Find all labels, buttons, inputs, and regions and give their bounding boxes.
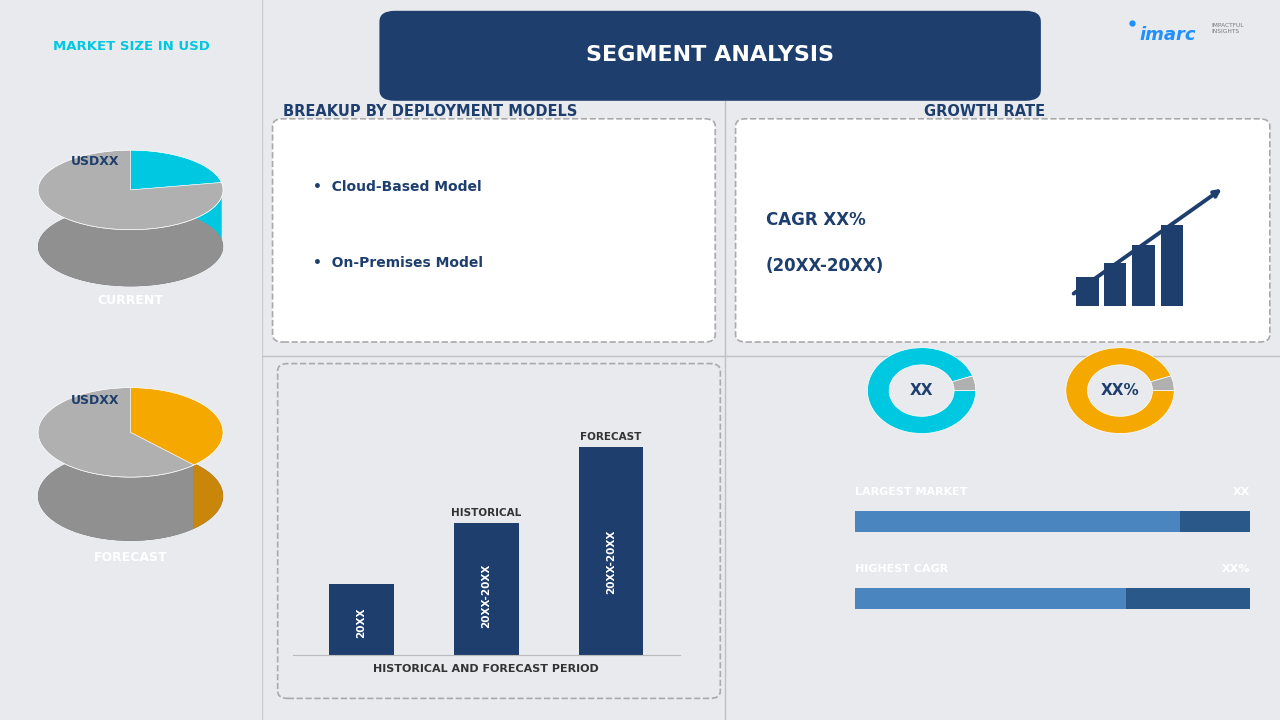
Bar <box>329 584 394 655</box>
Polygon shape <box>38 150 223 230</box>
Text: HIGHEST CAGR: HIGHEST CAGR <box>855 564 948 575</box>
Text: XX: XX <box>1233 487 1251 498</box>
Text: BREAKUP BY DEPLOYMENT MODELS: BREAKUP BY DEPLOYMENT MODELS <box>283 104 577 119</box>
Polygon shape <box>131 150 221 190</box>
Text: CURRENT: CURRENT <box>97 294 164 307</box>
Wedge shape <box>868 348 975 433</box>
Text: CAGR XX%: CAGR XX% <box>767 210 865 229</box>
Bar <box>855 510 1180 531</box>
Bar <box>1161 225 1183 306</box>
Text: HISTORICAL: HISTORICAL <box>451 508 521 518</box>
Bar <box>855 588 1251 608</box>
Polygon shape <box>38 150 223 287</box>
Text: USDXX: USDXX <box>72 156 119 168</box>
Polygon shape <box>131 387 223 465</box>
Text: MARKET SIZE IN USD: MARKET SIZE IN USD <box>52 40 210 53</box>
Text: XX%: XX% <box>1222 564 1251 575</box>
X-axis label: HISTORICAL AND FORECAST PERIOD: HISTORICAL AND FORECAST PERIOD <box>374 664 599 673</box>
FancyBboxPatch shape <box>379 11 1041 101</box>
Text: GROWTH RATE: GROWTH RATE <box>924 104 1046 119</box>
Polygon shape <box>38 387 193 477</box>
Text: 20XX-20XX: 20XX-20XX <box>605 529 616 594</box>
Bar <box>1133 245 1155 306</box>
Text: IMPACTFUL
INSIGHTS: IMPACTFUL INSIGHTS <box>1212 24 1244 34</box>
Bar <box>1103 263 1126 306</box>
Text: SEGMENT ANALYSIS: SEGMENT ANALYSIS <box>586 45 835 65</box>
Wedge shape <box>952 376 975 390</box>
Bar <box>579 447 644 655</box>
Ellipse shape <box>38 451 223 541</box>
Text: 20XX-20XX: 20XX-20XX <box>481 564 492 628</box>
Ellipse shape <box>38 207 223 287</box>
Bar <box>454 523 518 655</box>
Text: XX%: XX% <box>1101 383 1139 398</box>
Text: •  On-Premises Model: • On-Premises Model <box>314 256 484 270</box>
FancyBboxPatch shape <box>736 119 1270 342</box>
Text: imarc: imarc <box>1139 26 1196 43</box>
Wedge shape <box>1151 376 1174 390</box>
Polygon shape <box>131 387 223 528</box>
Polygon shape <box>38 387 193 541</box>
Bar <box>855 588 1125 608</box>
Text: (20XX-20XX): (20XX-20XX) <box>767 257 884 275</box>
Wedge shape <box>1066 348 1174 433</box>
Text: XX: XX <box>910 383 933 398</box>
Text: LARGEST MARKET: LARGEST MARKET <box>855 487 968 498</box>
Text: FORECAST: FORECAST <box>93 551 168 564</box>
Polygon shape <box>131 150 221 239</box>
Text: USDXX: USDXX <box>72 394 119 407</box>
Text: FORECAST: FORECAST <box>580 432 641 442</box>
Text: 20XX: 20XX <box>357 608 366 639</box>
Text: •  Cloud-Based Model: • Cloud-Based Model <box>314 180 481 194</box>
FancyBboxPatch shape <box>273 119 716 342</box>
Bar <box>855 510 1251 531</box>
Bar <box>1076 277 1098 306</box>
